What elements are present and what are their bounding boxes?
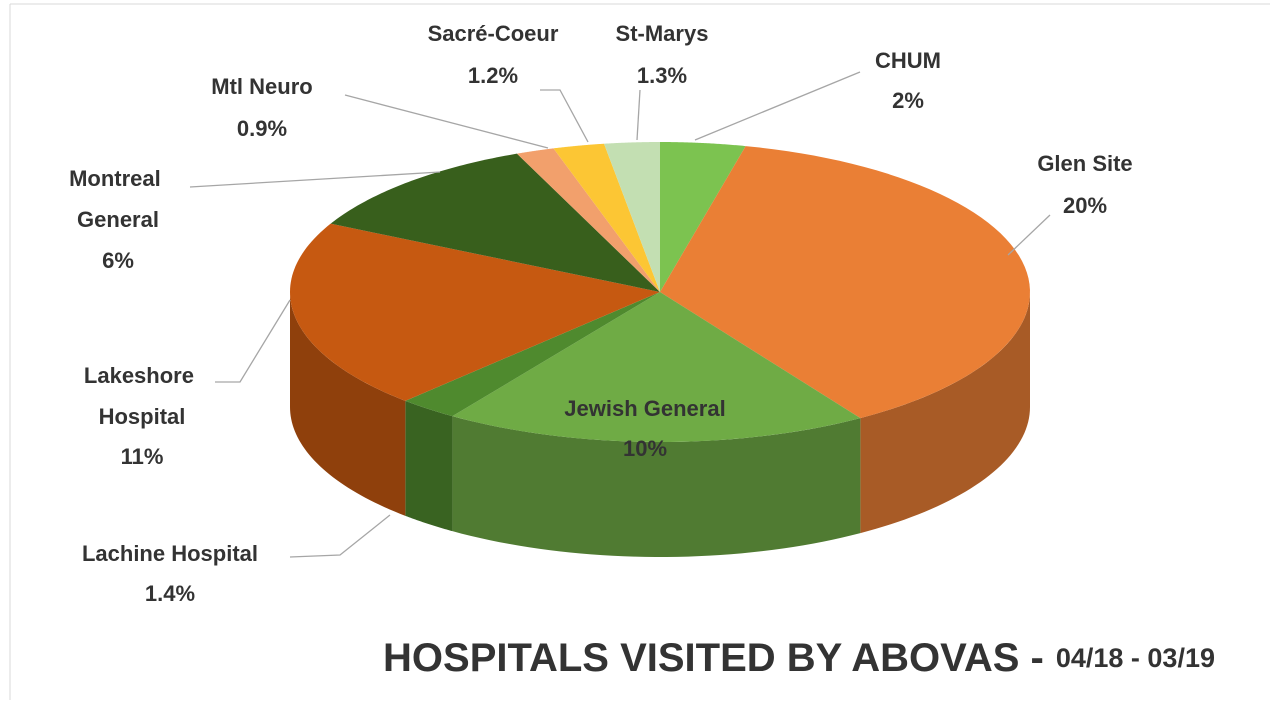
slice-label-name: CHUM (875, 48, 941, 73)
pie-slice (604, 142, 660, 292)
slice-label-line: Hospital (99, 404, 186, 429)
chart-subtitle: 04/18 - 03/19 (1056, 643, 1215, 673)
pie-slice-side (405, 400, 453, 532)
slice-label-name: Glen Site (1037, 151, 1132, 176)
pie-slice (553, 143, 660, 292)
slice-label-name: Jewish General (564, 396, 725, 421)
leader-line (289, 514, 391, 558)
slice-label-line: General (77, 207, 159, 232)
leader-line (215, 299, 291, 383)
chart-title: HOSPITALS VISITED BY ABOVAS - (383, 636, 1044, 680)
slice-label-name: Sacré-Coeur (428, 21, 559, 46)
slice-label-name: Lakeshore Hospital (84, 363, 200, 429)
pie-slice (660, 142, 746, 292)
pie-slice (452, 292, 861, 442)
leader-line (694, 71, 861, 141)
pie-slice (405, 292, 660, 417)
pie-slice (660, 146, 1030, 419)
slice-value-label: 11% (121, 444, 164, 469)
slice-label-name: Mtl Neuro (211, 74, 312, 99)
slice-label-line: Montreal (69, 166, 167, 191)
slice-value-label: 6% (102, 248, 134, 273)
leader-line (344, 94, 549, 149)
slice-label-name: Montreal General (69, 166, 167, 232)
chart-title-group: HOSPITALS VISITED BY ABOVAS - 04/18 - 03/… (383, 636, 1215, 680)
slice-label-name: Lachine Hospital (82, 541, 258, 566)
leader-line (189, 171, 441, 188)
slice-value-label: 1.4% (145, 581, 195, 606)
leader-line (540, 89, 589, 143)
slice-value-label: 1.3% (637, 63, 687, 88)
pie-slice (516, 148, 660, 292)
leader-line (1007, 214, 1051, 256)
slice-value-label: 20% (1063, 193, 1107, 218)
slice-value-label: 1.2% (468, 63, 518, 88)
pie-slice-side (290, 292, 406, 516)
slice-label-line: Lakeshore (84, 363, 200, 388)
leader-line (636, 89, 641, 141)
pie-slice-side (452, 416, 861, 557)
slice-value-label: 2% (892, 88, 924, 113)
pie-slice-side (860, 292, 1030, 534)
slice-value-label: 10% (623, 436, 667, 461)
slice-value-label: 0.9% (237, 116, 287, 141)
pie-slice (290, 223, 660, 401)
pie-slice (330, 153, 660, 292)
slice-label-name: St-Marys (616, 21, 709, 46)
